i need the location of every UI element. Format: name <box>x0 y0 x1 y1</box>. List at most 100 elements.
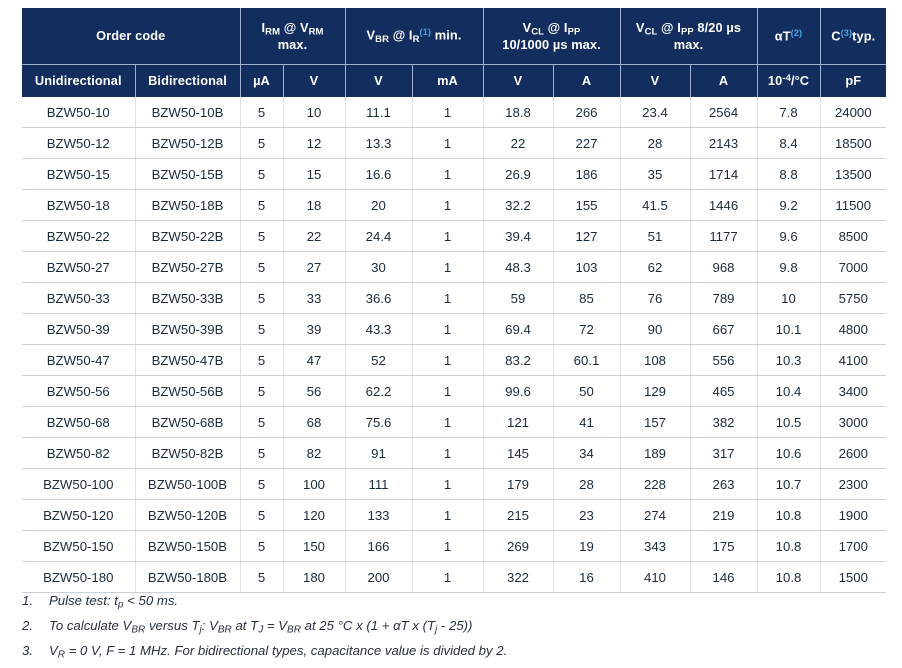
cell-value: 10.8 <box>757 499 821 531</box>
cell-value: 1 <box>412 530 484 562</box>
cell-unidirectional: BZW50-12 <box>22 127 136 159</box>
cell-unidirectional: BZW50-150 <box>22 530 136 562</box>
cell-value: 1 <box>412 282 484 314</box>
cell-unidirectional: BZW50-10 <box>22 97 136 128</box>
cell-value: 2600 <box>820 437 887 469</box>
cell-value: 10.8 <box>757 530 821 562</box>
cell-value: 1 <box>412 189 484 221</box>
cell-value: 269 <box>483 530 554 562</box>
table-header: Order code IRM @ VRM max. VBR @ IR(1) min… <box>22 8 887 97</box>
cell-value: 13500 <box>820 158 887 190</box>
cell-bidirectional: BZW50-56B <box>135 375 241 407</box>
cell-value: 26.9 <box>483 158 554 190</box>
cell-bidirectional: BZW50-12B <box>135 127 241 159</box>
unit-capacitance-pf: pF <box>820 64 887 97</box>
cell-value: 5750 <box>820 282 887 314</box>
cell-value: 18 <box>283 189 346 221</box>
cell-value: 5 <box>240 127 284 159</box>
cell-value: 8500 <box>820 220 887 252</box>
cell-value: 30 <box>345 251 413 283</box>
table-row: BZW50-27 BZW50-27B 5 27 30 1 48.3 103 62 968 9.8 70… <box>22 251 887 283</box>
cell-bidirectional: BZW50-27B <box>135 251 241 283</box>
cell-value: 10.4 <box>757 375 821 407</box>
cell-value: 3400 <box>820 375 887 407</box>
footnote-1: 1. Pulse test: tp < 50 ms. <box>22 588 884 613</box>
cell-value: 1900 <box>820 499 887 531</box>
cell-value: 56 <box>283 375 346 407</box>
cell-value: 20 <box>345 189 413 221</box>
cell-value: 7.8 <box>757 97 821 128</box>
cell-value: 127 <box>553 220 621 252</box>
header-vcl-ipp-8-20: VCL @ IPP 8/20 µs max. <box>620 8 758 65</box>
cell-value: 76 <box>620 282 691 314</box>
cell-value: 5 <box>240 561 284 593</box>
cell-value: 5 <box>240 313 284 345</box>
cell-bidirectional: BZW50-47B <box>135 344 241 376</box>
cell-value: 75.6 <box>345 406 413 438</box>
cell-value: 41.5 <box>620 189 691 221</box>
table-body: BZW50-10 BZW50-10B 5 10 11.1 1 18.8 266 23.4 2564… <box>22 97 887 593</box>
unit-ipp820-a: A <box>690 64 758 97</box>
cell-value: 99.6 <box>483 375 554 407</box>
cell-value: 62.2 <box>345 375 413 407</box>
cell-value: 27 <box>283 251 346 283</box>
unit-vcl820-v: V <box>620 64 691 97</box>
cell-value: 5 <box>240 220 284 252</box>
cell-value: 166 <box>345 530 413 562</box>
cell-value: 121 <box>483 406 554 438</box>
cell-value: 9.6 <box>757 220 821 252</box>
cell-unidirectional: BZW50-15 <box>22 158 136 190</box>
header-row-units: Unidirectional Bidirectional µA V V mA V… <box>22 64 887 97</box>
cell-unidirectional: BZW50-82 <box>22 437 136 469</box>
cell-value: 60.1 <box>553 344 621 376</box>
cell-value: 1177 <box>690 220 758 252</box>
cell-value: 3000 <box>820 406 887 438</box>
cell-value: 317 <box>690 437 758 469</box>
cell-value: 180 <box>283 561 346 593</box>
cell-value: 22 <box>483 127 554 159</box>
cell-value: 322 <box>483 561 554 593</box>
cell-bidirectional: BZW50-22B <box>135 220 241 252</box>
cell-value: 1 <box>412 251 484 283</box>
cell-value: 36.6 <box>345 282 413 314</box>
cell-value: 1 <box>412 127 484 159</box>
cell-value: 5 <box>240 158 284 190</box>
cell-bidirectional: BZW50-180B <box>135 561 241 593</box>
cell-unidirectional: BZW50-68 <box>22 406 136 438</box>
cell-value: 108 <box>620 344 691 376</box>
cell-value: 7000 <box>820 251 887 283</box>
cell-value: 103 <box>553 251 621 283</box>
cell-value: 10.6 <box>757 437 821 469</box>
cell-value: 382 <box>690 406 758 438</box>
cell-value: 215 <box>483 499 554 531</box>
cell-value: 23.4 <box>620 97 691 128</box>
cell-bidirectional: BZW50-18B <box>135 189 241 221</box>
header-capacitance: C(3)typ. <box>820 8 887 65</box>
unit-vrm-v: V <box>283 64 346 97</box>
unit-unidirectional: Unidirectional <box>22 64 136 97</box>
cell-value: 13.3 <box>345 127 413 159</box>
cell-value: 5 <box>240 530 284 562</box>
cell-unidirectional: BZW50-39 <box>22 313 136 345</box>
footnote-2: 2. To calculate VBR versus Tj: VBR at TJ… <box>22 613 884 638</box>
cell-value: 15 <box>283 158 346 190</box>
cell-value: 24.4 <box>345 220 413 252</box>
cell-value: 82 <box>283 437 346 469</box>
cell-value: 85 <box>553 282 621 314</box>
cell-value: 179 <box>483 468 554 500</box>
cell-value: 18.8 <box>483 97 554 128</box>
table-row: BZW50-12 BZW50-12B 5 12 13.3 1 22 227 28 2143 8.4 1… <box>22 127 887 159</box>
cell-value: 47 <box>283 344 346 376</box>
header-vbr-ir: VBR @ IR(1) min. <box>345 8 484 65</box>
cell-value: 5 <box>240 437 284 469</box>
cell-value: 1 <box>412 375 484 407</box>
cell-unidirectional: BZW50-120 <box>22 499 136 531</box>
cell-value: 69.4 <box>483 313 554 345</box>
cell-value: 5 <box>240 97 284 128</box>
table-row: BZW50-22 BZW50-22B 5 22 24.4 1 39.4 127 51 1177 9.… <box>22 220 887 252</box>
unit-ir-ma: mA <box>412 64 484 97</box>
cell-bidirectional: BZW50-39B <box>135 313 241 345</box>
cell-value: 72 <box>553 313 621 345</box>
cell-value: 10 <box>757 282 821 314</box>
